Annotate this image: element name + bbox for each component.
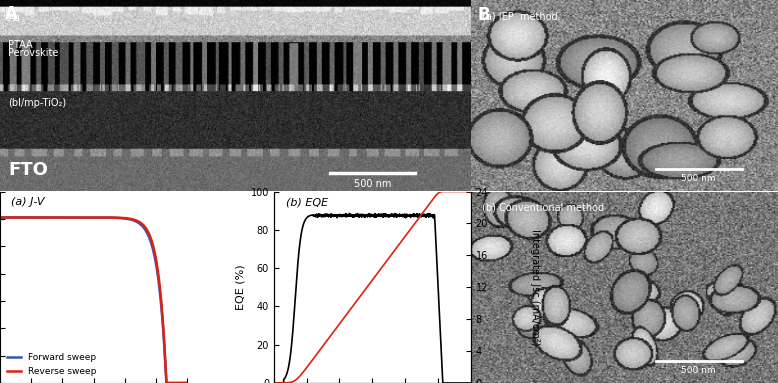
Text: PTAA: PTAA	[9, 40, 33, 50]
Line: Reverse sweep: Reverse sweep	[0, 218, 187, 383]
Reverse sweep	[0, 215, 5, 220]
Legend: Forward sweep, Reverse sweep: Forward sweep, Reverse sweep	[5, 350, 99, 378]
Text: Perovskite: Perovskite	[9, 48, 58, 58]
Text: 500 nm: 500 nm	[354, 178, 391, 188]
Reverse sweep	[121, 216, 130, 221]
Text: (a) IEP  method: (a) IEP method	[482, 11, 557, 21]
Text: (b) Conventional method: (b) Conventional method	[482, 203, 604, 213]
Text: Au: Au	[9, 13, 21, 23]
Forward sweep	[162, 381, 171, 383]
Text: (b) EQE: (b) EQE	[286, 197, 328, 207]
Forward sweep	[121, 216, 130, 221]
Forward sweep	[44, 215, 53, 220]
Text: 500 nm: 500 nm	[682, 174, 716, 183]
Text: A: A	[5, 5, 18, 23]
Text: (bl/mp-TiO₂): (bl/mp-TiO₂)	[9, 98, 66, 108]
Y-axis label: EQE (%): EQE (%)	[235, 264, 245, 310]
Reverse sweep	[80, 215, 89, 220]
Text: FTO: FTO	[9, 161, 48, 179]
Reverse sweep	[136, 221, 145, 226]
Forward sweep	[106, 215, 115, 220]
Reverse sweep	[44, 215, 53, 220]
Forward sweep	[80, 215, 89, 220]
Forward sweep	[183, 381, 192, 383]
Text: (a) J-V: (a) J-V	[11, 197, 45, 207]
Reverse sweep	[29, 215, 38, 220]
Forward sweep	[29, 215, 38, 220]
Reverse sweep	[162, 381, 171, 383]
Forward sweep	[136, 223, 145, 227]
Reverse sweep	[106, 215, 115, 220]
Text: B: B	[478, 6, 490, 24]
Line: Forward sweep: Forward sweep	[0, 218, 187, 383]
Y-axis label: Integrated Jsc (mA/cm²): Integrated Jsc (mA/cm²)	[530, 229, 540, 345]
Forward sweep	[0, 215, 5, 220]
Reverse sweep	[183, 381, 192, 383]
Text: 500 nm: 500 nm	[682, 366, 716, 375]
